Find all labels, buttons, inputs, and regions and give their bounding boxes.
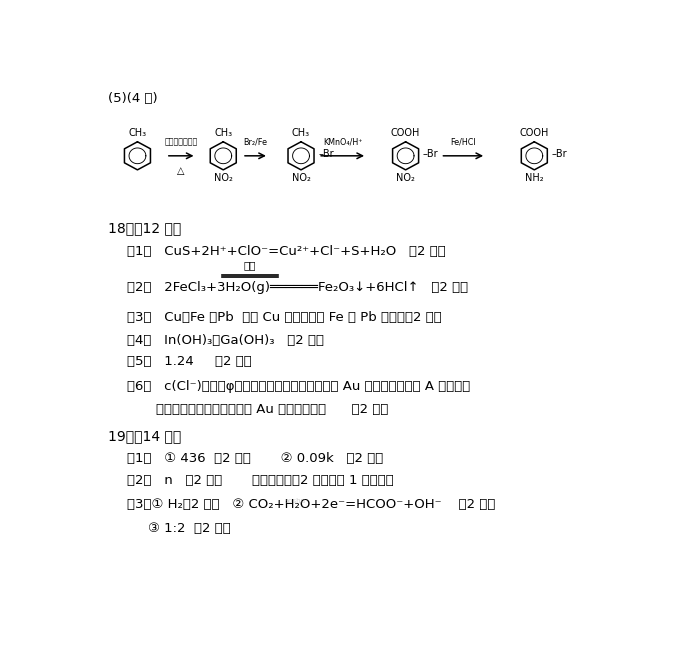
Text: （5）   1.24     （2 分）: （5） 1.24 （2 分） [127,355,251,368]
Text: 浓硫酸、浓硫酸: 浓硫酸、浓硫酸 [165,138,198,146]
Text: CH₃: CH₃ [129,128,147,138]
Text: COOH: COOH [520,128,549,138]
Text: 减弱程度小于增强程度，故 Au 的浸出率增大      （2 分）: 减弱程度小于增强程度，故 Au 的浸出率增大 （2 分） [156,403,389,416]
Text: KMnO₄/H⁺: KMnO₄/H⁺ [323,138,363,146]
Text: aoshu: aoshu [285,497,306,504]
Text: （2）   n   （2 分）       加压、降温（2 分，写出 1 条即可）: （2） n （2 分） 加压、降温（2 分，写出 1 条即可） [127,474,394,487]
Text: （1）   CuS+2H⁺+ClO⁻=Cu²⁺+Cl⁻+S+H₂O   （2 分）: （1） CuS+2H⁺+ClO⁻=Cu²⁺+Cl⁻+S+H₂O （2 分） [127,245,446,258]
Text: （1）   ① 436  （2 分）       ② 0.09k   （2 分）: （1） ① 436 （2 分） ② 0.09k （2 分） [127,452,383,465]
Text: (5)(4 分): (5)(4 分) [108,92,158,105]
Text: （6）   c(Cl⁻)增大，φ均减小，次氯酸氧化性减弱， Au 的还原性增强， A 点之前，: （6） c(Cl⁻)增大，φ均减小，次氯酸氧化性减弱， Au 的还原性增强， A… [127,380,470,393]
Text: NH₂: NH₂ [525,173,544,184]
Text: NO₂: NO₂ [291,173,311,184]
Text: COOH: COOH [391,128,420,138]
Text: –Br: –Br [318,149,334,159]
Text: △: △ [177,166,185,176]
Text: Fe/HCl: Fe/HCl [450,138,476,146]
Text: （3）① H₂（2 分）   ② CO₂+H₂O+2e⁻=HCOO⁻+OH⁻    （2 分）: （3）① H₂（2 分） ② CO₂+H₂O+2e⁻=HCOO⁻+OH⁻ （2 … [127,497,495,510]
Text: 18．（12 分）: 18．（12 分） [108,221,181,235]
Text: –Br: –Br [423,149,439,159]
Text: CH₃: CH₃ [292,128,310,138]
Text: 19．（14 分）: 19．（14 分） [108,429,181,443]
Text: 高温: 高温 [244,260,256,270]
Text: ③ 1:2  （2 分）: ③ 1:2 （2 分） [148,521,231,534]
Text: （4）   In(OH)₃、Ga(OH)₃   （2 分）: （4） In(OH)₃、Ga(OH)₃ （2 分） [127,334,324,347]
Text: NO₂: NO₂ [214,173,233,184]
Text: （2）   2FeCl₃+3H₂O(g)══════Fe₂O₃↓+6HCl↑   （2 分）: （2） 2FeCl₃+3H₂O(g)══════Fe₂O₃↓+6HCl↑ （2 … [127,281,468,294]
Text: CH₃: CH₃ [215,128,233,138]
Text: NO₂: NO₂ [396,173,415,184]
Text: Br₂/Fe: Br₂/Fe [244,138,267,146]
Text: （3）   Cu、Fe 、Pb  （无 Cu 不得分，无 Fe 和 Pb 不扣分，2 分）: （3） Cu、Fe 、Pb （无 Cu 不得分，无 Fe 和 Pb 不扣分，2 … [127,311,441,324]
Text: –Br: –Br [552,149,567,159]
